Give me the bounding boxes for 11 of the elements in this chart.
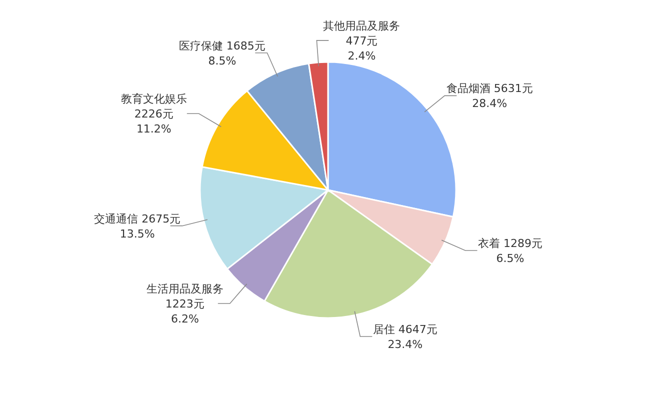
slice-label: 食品烟酒 5631元 28.4% bbox=[446, 82, 533, 110]
slice-label: 交通通信 2675元 13.5% bbox=[94, 212, 181, 240]
slice-label: 生活用品及服务 bbox=[146, 282, 224, 296]
data-label: 1223元 6.2% bbox=[165, 297, 204, 326]
slice-label: 教育文化娱乐 bbox=[120, 92, 187, 106]
data-label: 477元 2.4% bbox=[346, 34, 378, 62]
slice-label: 居住 4647元 23.4% bbox=[372, 323, 438, 352]
slice-label: 衣着 1289元 6.5% bbox=[478, 237, 542, 266]
slice-label: 医疗保健 1685元 8.5% bbox=[178, 39, 266, 68]
data-label: 2226元 11.2% bbox=[134, 108, 174, 136]
slice-label: 其他用品及服务 bbox=[323, 19, 400, 32]
